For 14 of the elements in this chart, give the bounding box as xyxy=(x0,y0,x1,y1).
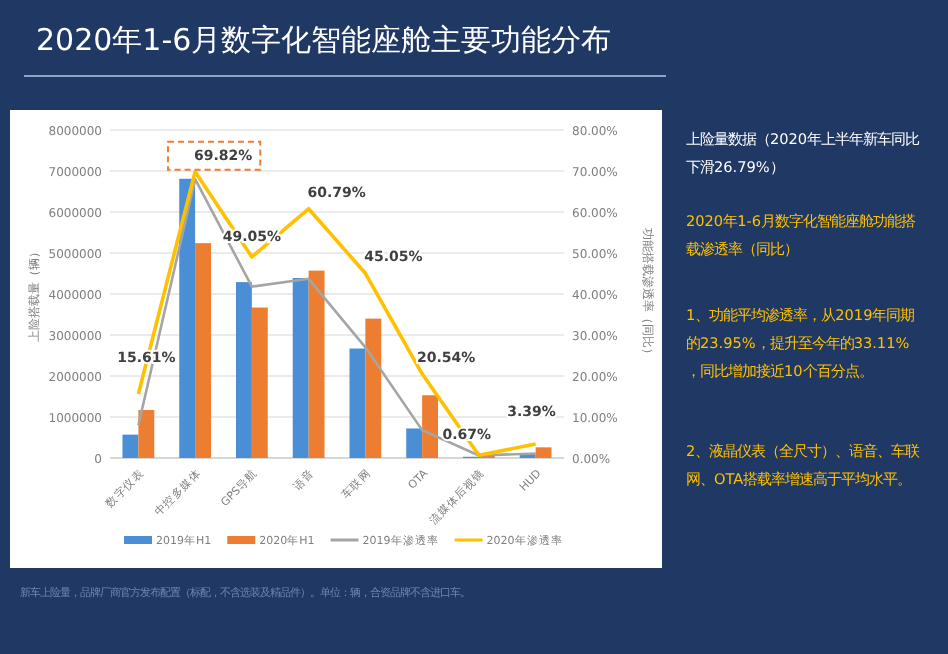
bar xyxy=(235,282,252,458)
bar xyxy=(349,348,366,458)
bar xyxy=(195,243,212,458)
bar xyxy=(422,395,439,458)
bar xyxy=(179,178,196,458)
bar xyxy=(292,278,309,458)
chart-title: 2020年1-6月数字化智能座舱主要功能分布 xyxy=(36,22,612,58)
bar xyxy=(122,434,139,458)
bar xyxy=(365,318,382,458)
bar xyxy=(138,410,155,458)
bar xyxy=(406,428,423,458)
bar xyxy=(535,447,552,458)
bar xyxy=(251,307,268,458)
bar xyxy=(308,270,325,458)
